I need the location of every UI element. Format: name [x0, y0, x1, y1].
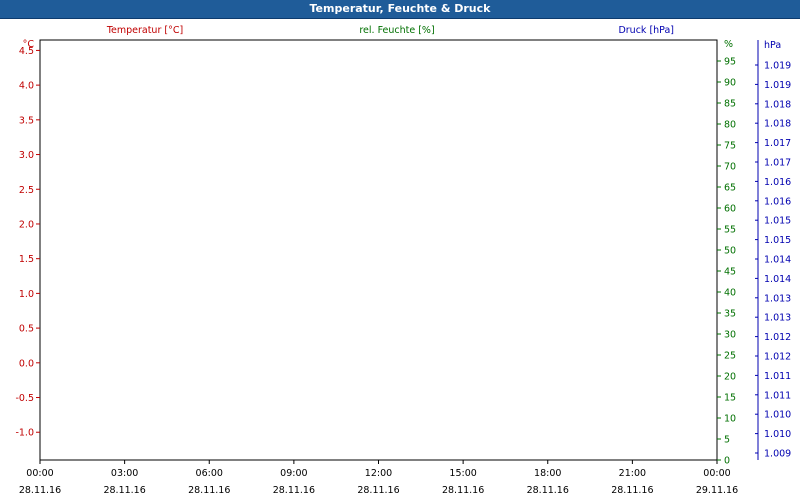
- humidity-tick-label: 0: [724, 456, 730, 467]
- pressure-tick-label: 1.014: [764, 255, 791, 266]
- humidity-tick-label: 70: [724, 162, 736, 173]
- pressure-tick-label: 1.010: [764, 429, 791, 440]
- labels-layer: 00:00 28.11.16 03:00 28.11.16 06:00 28.11.16 0…: [15, 25, 791, 496]
- pressure-tick-label: 1.013: [764, 293, 791, 304]
- pressure-tick-label: 1.017: [764, 138, 791, 149]
- temp-tick-label: 3.5: [19, 115, 34, 126]
- temp-tick-label: 0.0: [19, 358, 34, 369]
- pressure-tick-label: 1.014: [764, 274, 791, 285]
- pressure-tick-label: 1.011: [764, 390, 791, 401]
- temp-tick-label: 2.5: [19, 185, 34, 196]
- temp-tick-label: 4.0: [19, 81, 34, 92]
- pressure-tick-label: 1.010: [764, 410, 791, 421]
- x-tick-time: 09:00: [280, 468, 307, 479]
- x-tick-date: 28.11.16: [357, 485, 399, 496]
- pressure-tick-label: 1.012: [764, 352, 791, 363]
- humidity-tick-label: 85: [724, 99, 736, 110]
- x-tick-date: 28.11.16: [442, 485, 484, 496]
- chart-title: Temperatur, Feuchte & Druck: [309, 2, 491, 15]
- humidity-tick-label: 35: [724, 309, 736, 320]
- temp-tick-label: 0.5: [19, 324, 34, 335]
- pressure-tick-label: 1.018: [764, 99, 791, 110]
- humidity-tick-label: 80: [724, 120, 736, 131]
- humidity-tick-label: 50: [724, 246, 736, 257]
- x-tick-time: 21:00: [619, 468, 646, 479]
- temp-tick-label: 2.0: [19, 219, 34, 230]
- pressure-tick-label: 1.009: [764, 449, 791, 460]
- axes-layer: [36, 39, 759, 464]
- x-tick-time: 06:00: [196, 468, 223, 479]
- pressure-tick-label: 1.017: [764, 158, 791, 169]
- x-tick-time: 18:00: [534, 468, 561, 479]
- humidity-tick-label: 95: [724, 57, 736, 68]
- humidity-tick-label: 45: [724, 267, 736, 278]
- humidity-tick-label: 65: [724, 183, 736, 194]
- x-tick-time: 00:00: [703, 468, 730, 479]
- x-tick-date: 28.11.16: [19, 485, 61, 496]
- humidity-unit-label: %: [724, 39, 733, 50]
- temp-tick-label: 1.0: [19, 289, 34, 300]
- pressure-axis-label: Druck [hPa]: [618, 25, 674, 36]
- x-tick-date: 28.11.16: [103, 485, 145, 496]
- x-tick-time: 00:00: [26, 468, 53, 479]
- humidity-tick-label: 25: [724, 351, 736, 362]
- chart-title-bar: Temperatur, Feuchte & Druck: [0, 0, 800, 19]
- humidity-tick-label: 30: [724, 330, 736, 341]
- pressure-tick-label: 1.012: [764, 332, 791, 343]
- temp-unit-label: °C: [23, 39, 35, 50]
- pressure-tick-label: 1.016: [764, 196, 791, 207]
- pressure-tick-label: 1.013: [764, 313, 791, 324]
- x-tick-date: 28.11.16: [527, 485, 569, 496]
- temp-axis-label: Temperatur [°C]: [106, 25, 183, 36]
- pressure-unit-label: hPa: [764, 40, 781, 51]
- pressure-tick-label: 1.015: [764, 235, 791, 246]
- pressure-tick-label: 1.018: [764, 119, 791, 130]
- x-tick-date: 28.11.16: [188, 485, 230, 496]
- pressure-tick-label: 1.015: [764, 216, 791, 227]
- humidity-tick-label: 15: [724, 393, 736, 404]
- humidity-tick-label: 90: [724, 78, 736, 89]
- temp-tick-label: -0.5: [15, 393, 34, 404]
- pressure-tick-label: 1.019: [764, 80, 791, 91]
- x-tick-date: 28.11.16: [273, 485, 315, 496]
- x-tick-date: 29.11.16: [696, 485, 738, 496]
- humidity-tick-label: 55: [724, 225, 736, 236]
- humidity-tick-label: 5: [724, 435, 730, 446]
- humidity-tick-label: 20: [724, 372, 736, 383]
- pressure-tick-label: 1.016: [764, 177, 791, 188]
- x-tick-time: 15:00: [449, 468, 476, 479]
- temp-tick-label: 3.0: [19, 150, 34, 161]
- humidity-tick-label: 75: [724, 141, 736, 152]
- pressure-tick-label: 1.011: [764, 371, 791, 382]
- humidity-axis-label: rel. Feuchte [%]: [359, 25, 434, 36]
- humidity-tick-label: 60: [724, 204, 736, 215]
- plot-frame: [39, 39, 718, 461]
- x-tick-time: 03:00: [111, 468, 138, 479]
- pressure-tick-label: 1.019: [764, 61, 791, 72]
- humidity-tick-label: 40: [724, 288, 736, 299]
- temp-tick-label: 1.5: [19, 254, 34, 265]
- x-tick-date: 28.11.16: [611, 485, 653, 496]
- temp-tick-label: -1.0: [15, 428, 34, 439]
- temp-tick-label: 4.5: [19, 46, 34, 57]
- humidity-tick-label: 10: [724, 414, 736, 425]
- x-tick-time: 12:00: [365, 468, 392, 479]
